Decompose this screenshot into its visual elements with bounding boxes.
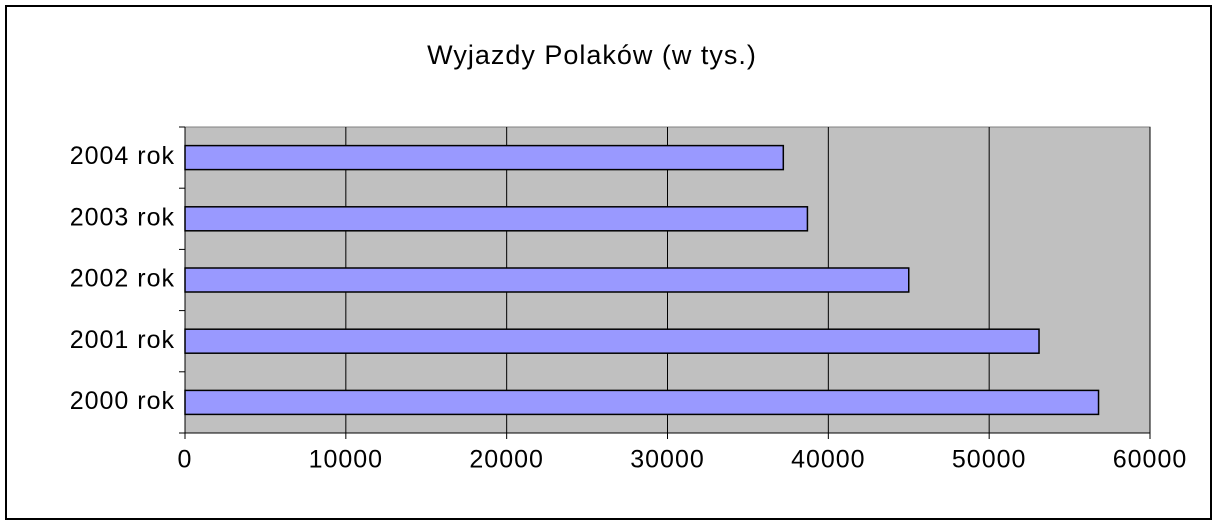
y-tick-label: 2003 rok xyxy=(70,203,175,231)
y-tick-label: 2000 rok xyxy=(70,387,175,415)
x-tick-label: 60000 xyxy=(1113,446,1188,474)
bar xyxy=(184,267,910,293)
x-tick-label: 50000 xyxy=(952,446,1027,474)
bar xyxy=(184,144,785,171)
y-tick-label: 2002 rok xyxy=(70,265,175,293)
x-tick-label: 10000 xyxy=(309,446,384,474)
x-tick-label: 20000 xyxy=(469,446,544,474)
bar xyxy=(184,389,1100,416)
x-tick-label: 40000 xyxy=(791,446,866,474)
chart-title: Wyjazdy Polaków (w tys.) xyxy=(427,40,757,70)
bar xyxy=(184,328,1040,354)
y-tick-label: 2004 rok xyxy=(70,142,175,170)
bar xyxy=(184,206,809,232)
y-tick-label: 2001 rok xyxy=(70,326,175,354)
x-tick-label: 0 xyxy=(178,446,193,474)
x-tick-label: 30000 xyxy=(630,446,705,474)
